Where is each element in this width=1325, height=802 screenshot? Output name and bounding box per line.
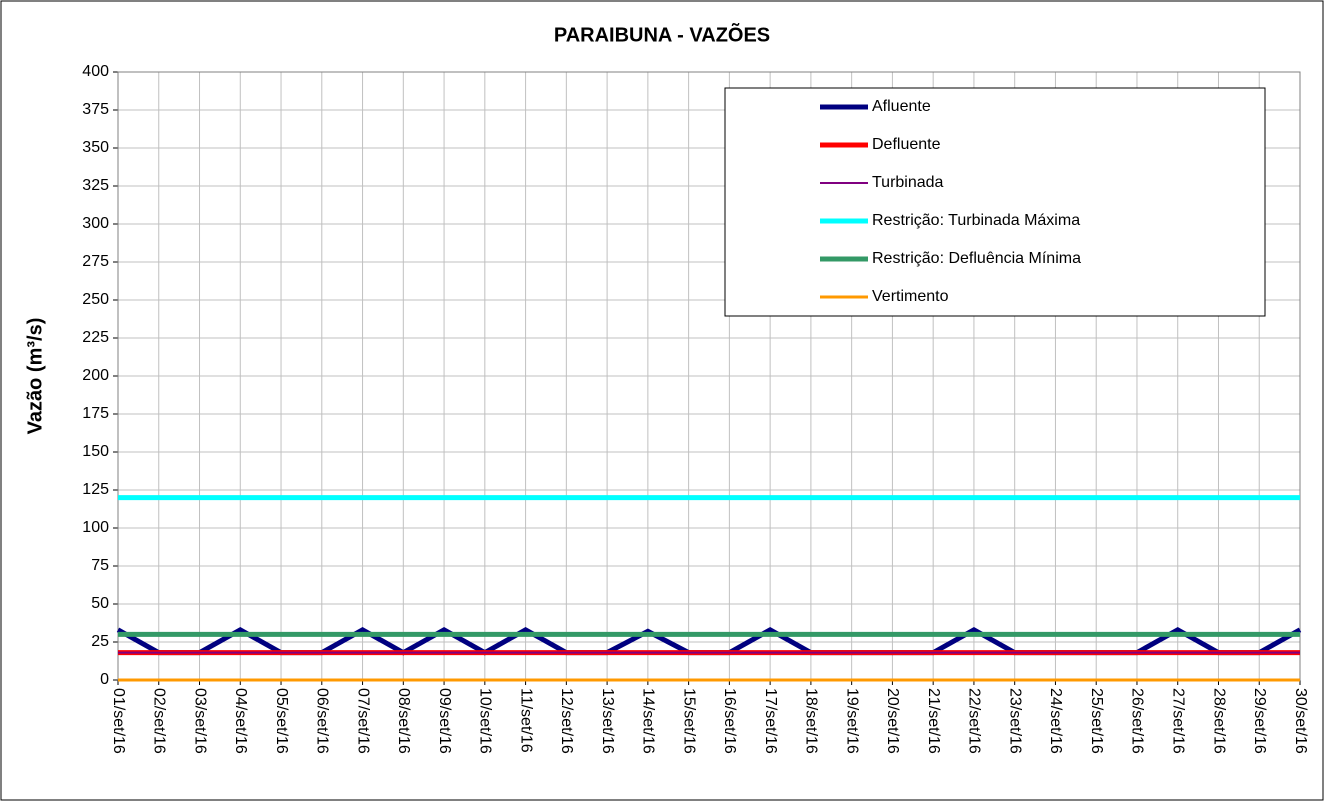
y-tick-label: 325 xyxy=(82,177,109,194)
y-tick-label: 50 xyxy=(91,595,109,612)
y-tick-label: 400 xyxy=(82,63,109,80)
x-tick-label: 29/set/16 xyxy=(1251,688,1268,754)
y-axis-label: Vazão (m³/s) xyxy=(24,318,46,435)
x-tick-label: 23/set/16 xyxy=(1006,688,1023,754)
x-tick-label: 28/set/16 xyxy=(1210,688,1227,754)
legend-label: Vertimento xyxy=(872,288,949,305)
x-tick-label: 01/set/16 xyxy=(110,688,127,754)
x-tick-label: 09/set/16 xyxy=(436,688,453,754)
y-tick-label: 150 xyxy=(82,443,109,460)
y-tick-label: 175 xyxy=(82,405,109,422)
x-tick-label: 16/set/16 xyxy=(721,688,738,754)
legend-label: Restrição: Turbinada Máxima xyxy=(872,212,1080,229)
x-tick-label: 24/set/16 xyxy=(1047,688,1064,754)
x-tick-label: 03/set/16 xyxy=(191,688,208,754)
y-tick-label: 100 xyxy=(82,519,109,536)
x-tick-label: 18/set/16 xyxy=(803,688,820,754)
y-tick-label: 275 xyxy=(82,253,109,270)
x-tick-label: 21/set/16 xyxy=(925,688,942,754)
x-tick-label: 05/set/16 xyxy=(273,688,290,754)
x-tick-label: 27/set/16 xyxy=(1169,688,1186,754)
x-tick-label: 19/set/16 xyxy=(843,688,860,754)
y-tick-label: 375 xyxy=(82,101,109,118)
x-tick-label: 22/set/16 xyxy=(966,688,983,754)
x-tick-label: 13/set/16 xyxy=(599,688,616,754)
legend-label: Defluente xyxy=(872,136,941,153)
x-tick-label: 26/set/16 xyxy=(1129,688,1146,754)
y-tick-label: 0 xyxy=(100,671,109,688)
legend-label: Turbinada xyxy=(872,174,944,191)
x-tick-label: 07/set/16 xyxy=(354,688,371,754)
x-tick-label: 02/set/16 xyxy=(151,688,168,754)
y-tick-label: 75 xyxy=(91,557,109,574)
y-tick-label: 225 xyxy=(82,329,109,346)
chart-title: PARAIBUNA - VAZÕES xyxy=(554,22,770,46)
x-tick-label: 30/set/16 xyxy=(1292,688,1309,754)
x-tick-label: 14/set/16 xyxy=(640,688,657,754)
x-tick-label: 20/set/16 xyxy=(884,688,901,754)
legend-box xyxy=(724,87,1266,317)
y-tick-label: 200 xyxy=(82,367,109,384)
legend-label: Afluente xyxy=(872,98,931,115)
y-tick-label: 25 xyxy=(91,633,109,650)
x-tick-label: 25/set/16 xyxy=(1088,688,1105,754)
y-tick-label: 350 xyxy=(82,139,109,156)
y-tick-label: 250 xyxy=(82,291,109,308)
y-tick-label: 300 xyxy=(82,215,109,232)
legend-label: Restrição: Defluência Mínima xyxy=(872,250,1081,267)
x-tick-label: 11/set/16 xyxy=(517,688,534,753)
x-tick-label: 17/set/16 xyxy=(762,688,779,754)
x-tick-label: 06/set/16 xyxy=(314,688,331,754)
y-tick-label: 125 xyxy=(82,481,109,498)
x-tick-label: 10/set/16 xyxy=(477,688,494,754)
x-tick-label: 15/set/16 xyxy=(680,688,697,754)
x-tick-label: 12/set/16 xyxy=(558,688,575,754)
x-tick-label: 08/set/16 xyxy=(395,688,412,754)
x-tick-label: 04/set/16 xyxy=(232,688,249,754)
